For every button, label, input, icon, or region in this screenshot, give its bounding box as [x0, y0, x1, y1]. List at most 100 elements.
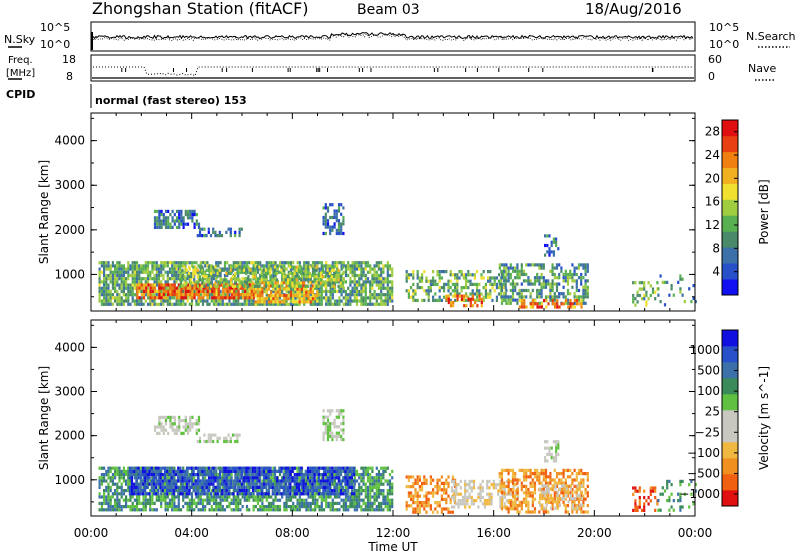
- power-cell: [342, 206, 345, 210]
- power-cell: [180, 296, 183, 300]
- power-cell: [156, 209, 159, 213]
- power-cell: [129, 283, 132, 287]
- power-cell: [198, 234, 202, 238]
- velocity-cell: [358, 492, 361, 496]
- power-cell: [221, 299, 224, 303]
- power-cell: [318, 273, 321, 278]
- power-cell: [296, 273, 299, 278]
- power-cell: [324, 231, 327, 236]
- power-cell: [529, 292, 532, 296]
- velocity-cell: [137, 466, 140, 470]
- power-cell: [315, 265, 318, 269]
- velocity-cell: [305, 501, 308, 505]
- nave-dropout: [327, 68, 328, 72]
- velocity-cell: [118, 501, 121, 505]
- power-cell: [362, 273, 365, 278]
- power-cell: [582, 298, 585, 302]
- velocity-cell: [388, 473, 392, 477]
- power-cell: [274, 297, 277, 301]
- velocity-cell: [247, 489, 250, 493]
- power-cell: [145, 283, 148, 287]
- power-cell: [185, 281, 188, 285]
- velocity-cell: [135, 479, 138, 483]
- power-colorbar-tick-label: 28: [705, 125, 720, 139]
- power-cell: [215, 293, 218, 297]
- velocity-cell: [344, 508, 348, 512]
- power-cell: [160, 270, 163, 274]
- power-cell: [187, 271, 191, 276]
- velocity-cell: [181, 473, 184, 477]
- power-cell: [391, 270, 394, 274]
- velocity-cell: [163, 469, 167, 473]
- velocity-cell: [217, 473, 220, 477]
- power-cell: [116, 270, 119, 274]
- power-cell: [447, 297, 450, 301]
- power-cell: [322, 231, 325, 236]
- power-cell: [571, 263, 574, 267]
- power-cell: [282, 275, 285, 279]
- velocity-cell: [207, 485, 211, 489]
- velocity-cell: [210, 492, 213, 496]
- velocity-cell: [196, 479, 200, 483]
- power-cell: [182, 261, 185, 265]
- power-cell: [234, 267, 238, 271]
- power-cell: [194, 271, 197, 276]
- nave-dropout: [316, 68, 318, 72]
- velocity-cell: [161, 485, 164, 489]
- power-cell: [215, 261, 218, 265]
- power-cell: [289, 302, 293, 306]
- velocity-cell: [221, 476, 224, 480]
- power-cell: [138, 270, 141, 274]
- power-cell: [155, 270, 158, 274]
- power-cell: [191, 289, 194, 293]
- power-cell: [380, 302, 383, 306]
- power-cell: [182, 286, 185, 290]
- power-cell: [248, 261, 251, 265]
- power-cell: [131, 264, 134, 268]
- power-cell: [263, 281, 266, 285]
- power-cell: [582, 301, 585, 305]
- power-cell: [146, 277, 150, 281]
- power-cell: [575, 272, 578, 277]
- power-cell: [460, 270, 463, 274]
- power-cell: [580, 305, 583, 309]
- velocity-cell: [364, 482, 367, 486]
- power-cell: [304, 268, 307, 272]
- velocity-cell: [250, 495, 253, 499]
- power-cell: [254, 293, 257, 298]
- power-cell: [219, 261, 222, 265]
- power-cell: [248, 299, 251, 303]
- velocity-cell: [375, 495, 378, 499]
- power-cell: [562, 279, 565, 283]
- velocity-cell: [227, 466, 230, 470]
- velocity-cell: [212, 495, 216, 499]
- power-cell: [634, 303, 637, 307]
- power-cell: [220, 268, 224, 272]
- power-cell: [122, 280, 125, 284]
- velocity-cell: [141, 492, 145, 496]
- velocity-cell: [360, 498, 363, 502]
- power-cell: [449, 292, 452, 296]
- power-cell: [283, 281, 286, 285]
- velocity-cell: [105, 508, 108, 512]
- power-cell: [447, 279, 450, 283]
- power-cell: [336, 261, 339, 265]
- velocity-cell: [366, 505, 370, 509]
- velocity-cell: [227, 482, 230, 486]
- velocity-cell: [234, 498, 238, 502]
- velocity-cell: [270, 476, 273, 480]
- power-cell: [520, 272, 523, 277]
- power-cell: [291, 275, 294, 279]
- velocity-cell: [380, 473, 383, 477]
- noise-right-bottom-tick: 10^0: [709, 38, 739, 51]
- velocity-cell: [225, 482, 228, 486]
- power-cell: [551, 272, 554, 277]
- power-cell: [287, 270, 290, 274]
- power-cell: [529, 263, 532, 267]
- power-cell: [111, 293, 114, 297]
- power-cell: [577, 288, 581, 293]
- power-cell: [254, 277, 257, 281]
- power-cell: [153, 264, 156, 268]
- velocity-cell: [254, 473, 257, 477]
- power-cell: [105, 283, 108, 287]
